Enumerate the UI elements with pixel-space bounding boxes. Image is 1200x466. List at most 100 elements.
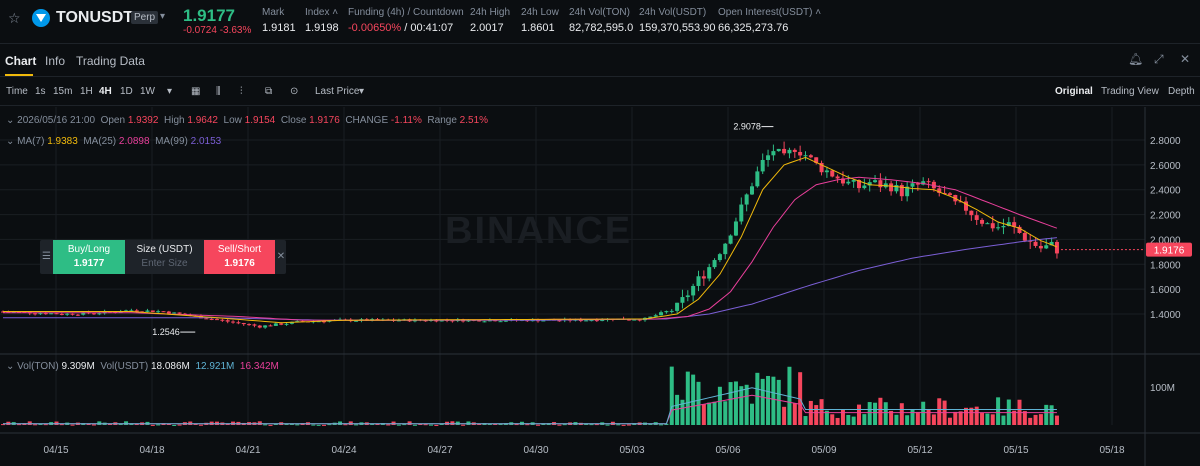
candle-body (851, 180, 856, 182)
buy-long-button[interactable]: Buy/Long 1.9177 (53, 240, 125, 274)
volume-bar (354, 424, 359, 426)
volume-bar (659, 424, 664, 426)
candle-body (482, 321, 487, 323)
volume-bar (97, 421, 102, 425)
volume-bar (857, 404, 861, 425)
interval-1h[interactable]: 1H (80, 86, 93, 97)
candle-body (423, 320, 428, 322)
tab-info[interactable]: Info (45, 54, 66, 68)
candle-body (701, 276, 706, 279)
tab-chart[interactable]: Chart (5, 54, 37, 68)
volume-bar (27, 421, 32, 425)
volume-bar (311, 424, 316, 426)
volume-bar (188, 421, 193, 425)
chevron-down-icon[interactable]: ▾ (160, 11, 166, 22)
sell-short-button[interactable]: Sell/Short 1.9176 (204, 240, 275, 274)
y-tick-label: 1.4000 (1150, 310, 1181, 321)
candle-body (808, 155, 813, 158)
candle-body (150, 310, 155, 312)
candle-body (209, 318, 214, 320)
candle-body (295, 321, 300, 323)
volume-bar (198, 424, 203, 426)
candle-body (97, 313, 102, 315)
volume-bar (391, 421, 396, 425)
interval-15m[interactable]: 15m (53, 86, 73, 97)
interval-time[interactable]: Time (6, 86, 28, 97)
volume-bar (846, 414, 851, 425)
y-tick-label: 2.4000 (1150, 186, 1181, 197)
view-original[interactable]: Original (1055, 86, 1093, 97)
volume-toggle-icon[interactable]: ⌄ (6, 361, 15, 372)
candle-body (1028, 240, 1033, 242)
view-depth[interactable]: Depth (1168, 86, 1195, 97)
volume-bar (172, 424, 177, 426)
volume-bar (1001, 415, 1006, 425)
candle-body (846, 181, 851, 184)
star-icon[interactable]: ☆ (8, 10, 21, 26)
symbol-name[interactable]: TONUSDT (56, 9, 134, 26)
bell-icon[interactable]: 🔔︎ (1128, 52, 1144, 66)
volume-bar (851, 416, 856, 425)
candle-body (118, 311, 123, 313)
candle-type-icon[interactable]: ⫼ (216, 86, 221, 97)
view-trading-view[interactable]: Trading View (1101, 86, 1159, 97)
tools-icon[interactable]: ⧉ (265, 86, 273, 97)
candle-body (782, 148, 787, 154)
volume-bar (396, 424, 401, 426)
candle-body (744, 194, 749, 205)
interval-1s[interactable]: 1s (35, 86, 46, 97)
volume-bar (1044, 404, 1049, 425)
interval-dropdown-icon[interactable]: ▾ (167, 86, 173, 97)
interval-4h[interactable]: 4H (99, 86, 112, 97)
x-tick-label: 04/30 (523, 445, 548, 456)
volume-bar (696, 381, 701, 425)
candle-body (717, 254, 722, 261)
volume-bar (327, 424, 332, 426)
candle-toggle-icon[interactable]: ⌄ (6, 115, 15, 126)
volume-bar (744, 384, 749, 425)
drag-handle-icon[interactable]: ☰ (42, 251, 51, 262)
ma-toggle-icon[interactable]: ⌄ (6, 136, 15, 147)
settings-icon[interactable]: ⊙ (290, 86, 299, 97)
volume-bar (648, 423, 653, 425)
price-source-chevron-icon[interactable]: ▾ (359, 86, 365, 97)
indicators-icon[interactable]: ⫶ (240, 86, 243, 97)
volume-bar (1049, 405, 1054, 425)
volume-bar (985, 413, 990, 425)
volume-ma1-line (3, 387, 1057, 425)
candle-body (712, 260, 717, 268)
volume-bar (723, 401, 728, 425)
range-value: 2.51% (459, 115, 489, 126)
volume-bar (750, 403, 754, 425)
volume-bar (926, 409, 931, 425)
volume-bar (33, 424, 38, 426)
volume-bar (964, 407, 968, 425)
candle-body (477, 319, 482, 322)
candle-body (857, 180, 861, 189)
calendar-icon[interactable]: ▦ (191, 86, 201, 97)
volume-bar (263, 424, 268, 426)
volume-bar (958, 411, 963, 425)
close-widget-icon[interactable]: ✕ (276, 251, 286, 262)
volume-bar (150, 424, 155, 426)
candle-body (873, 180, 878, 183)
price-chart[interactable]: 04/15 04/18 04/21 04/24 04/27 04/30 05/03 05/06… (0, 107, 1200, 466)
x-tick-label: 04/18 (139, 445, 164, 456)
candle-body (905, 186, 910, 197)
candle-body (1038, 245, 1043, 249)
close-icon[interactable]: ✕ (1180, 52, 1191, 66)
size-input[interactable]: Size (USDT) Enter Size (125, 240, 204, 274)
x-tick-label: 05/15 (1003, 445, 1028, 456)
interval-1w[interactable]: 1W (140, 86, 155, 97)
sell-price: 1.9176 (224, 258, 255, 269)
interval-1d[interactable]: 1D (120, 86, 133, 97)
tab-trading-data[interactable]: Trading Data (76, 54, 145, 68)
candle-body (664, 311, 669, 313)
candle-body (985, 223, 990, 225)
price-source-select[interactable]: Last Price (315, 86, 360, 97)
volume-bar (59, 424, 64, 426)
volume-bar (1022, 411, 1027, 425)
volume-bar (477, 423, 482, 425)
ma99-label: MA(99) (155, 136, 188, 147)
expand-icon[interactable]: ⤢ (1154, 52, 1164, 66)
